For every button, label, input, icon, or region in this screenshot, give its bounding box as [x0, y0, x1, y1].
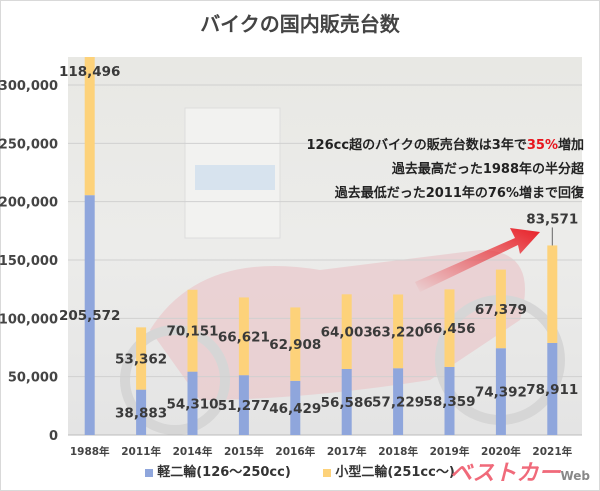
value-label-small: 118,496 — [59, 64, 121, 80]
value-label-light: 74,392 — [475, 385, 527, 401]
y-axis-ticks: 0 50,000 100,000 150,000 200,000 250,000 300,0… — [0, 79, 58, 444]
y-tick-label: 150,000 — [0, 254, 58, 269]
value-label-light: 56,586 — [321, 395, 373, 411]
value-label-light: 54,310 — [166, 396, 218, 412]
x-tick-label: 2016年 — [275, 445, 315, 458]
bar-light-2017年 — [341, 368, 352, 435]
x-tick-label: 2020年 — [481, 445, 521, 458]
x-tick-label: 1988年 — [70, 445, 110, 458]
bar-small-2017年 — [341, 294, 352, 369]
bar-small-1988年 — [84, 57, 95, 196]
logo-text: ベストカー — [450, 461, 561, 486]
value-label-light: 46,429 — [269, 401, 321, 417]
value-label-small: 63,220 — [372, 324, 424, 340]
value-label-small: 53,362 — [115, 352, 167, 368]
logo: ベストカーWeb — [450, 455, 590, 487]
annotation-line-3: 過去最低だった2011年の76%増まで回復 — [334, 186, 584, 201]
bar-light-2019年 — [444, 366, 455, 435]
y-tick-label: 50,000 — [8, 371, 58, 386]
annotation-text: 増加 — [557, 138, 584, 153]
legend-swatch — [145, 468, 154, 477]
value-label-small: 66,621 — [218, 329, 270, 345]
value-label-light: 58,359 — [423, 394, 475, 410]
x-tick-label: 2015年 — [224, 445, 264, 458]
value-label-light: 38,883 — [115, 405, 167, 421]
value-label-light: 51,277 — [218, 398, 270, 414]
bar-small-2016年 — [290, 307, 301, 381]
bar-small-2019年 — [444, 289, 455, 367]
bar-small-2020年 — [495, 269, 506, 349]
background-photo — [68, 57, 582, 435]
y-tick-label: 250,000 — [0, 137, 58, 152]
bar-small-2011年 — [136, 327, 147, 390]
bars — [84, 57, 558, 435]
chart-title: バイクの国内販売台数 — [200, 12, 400, 36]
legend-label: 小型二輪(251cc〜) — [335, 465, 455, 480]
bar-light-2014年 — [187, 371, 198, 435]
bar-light-2015年 — [238, 375, 249, 435]
annotation-line-1: 126cc超のバイクの販売台数は3年で35%増加 — [307, 134, 584, 153]
x-tick-label: 2021年 — [532, 445, 572, 458]
value-label-small: 62,908 — [269, 337, 321, 353]
value-label-light: 57,229 — [372, 395, 424, 411]
bar-small-2014年 — [187, 289, 198, 372]
bar-small-2015年 — [238, 297, 249, 376]
annotation-text: 126cc超のバイクの販売台数は3年で — [306, 138, 527, 153]
bar-light-2020年 — [495, 348, 506, 435]
x-tick-label: 2018年 — [378, 445, 418, 458]
trend-arrow — [415, 228, 540, 292]
x-tick-label: 2017年 — [327, 445, 367, 458]
legend-label: 軽二輪(126〜250cc) — [157, 465, 291, 480]
bar-small-2021年 — [547, 245, 558, 343]
value-label-small: 67,379 — [475, 302, 527, 318]
bar-light-2018年 — [393, 368, 404, 435]
x-axis-ticks: 1988年 2011年 2014年 2015年 2016年 2017年 2018年 2019年… — [70, 445, 573, 458]
value-label-small: 66,456 — [423, 321, 475, 337]
bar-light-2016年 — [290, 380, 301, 435]
y-tick-label: 300,000 — [0, 79, 58, 94]
annotation-highlight: 35% — [526, 138, 558, 153]
y-tick-label: 0 — [49, 429, 58, 444]
annotation-line-2: 過去最高だった1988年の半分超 — [391, 162, 584, 177]
legend-swatch — [323, 468, 332, 477]
logo-sub: Web — [560, 469, 590, 483]
bar-light-2021年 — [547, 342, 558, 435]
x-tick-label: 2011年 — [121, 445, 161, 458]
value-label-light: 78,911 — [526, 382, 578, 398]
value-label-small: 70,151 — [166, 324, 218, 340]
bar-small-2018年 — [393, 294, 404, 369]
value-label-small: 64,003 — [321, 325, 373, 341]
value-label-light: 205,572 — [59, 308, 121, 324]
legend-item-small[interactable]: 小型二輪(251cc〜) — [323, 465, 455, 480]
value-labels: 205,572 118,496 38,883 53,362 54,310 70,151 51… — [59, 64, 578, 421]
legend-item-light[interactable]: 軽二輪(126〜250cc) — [145, 465, 291, 480]
bar-light-2011年 — [136, 389, 147, 435]
bar-light-1988年 — [84, 195, 95, 435]
x-tick-label: 2014年 — [173, 445, 213, 458]
y-tick-label: 100,000 — [0, 312, 58, 327]
legend: 軽二輪(126〜250cc) 小型二輪(251cc〜) — [0, 461, 600, 480]
y-tick-label: 200,000 — [0, 196, 58, 211]
value-label-small: 83,571 — [526, 211, 578, 227]
x-tick-label: 2019年 — [430, 445, 470, 458]
